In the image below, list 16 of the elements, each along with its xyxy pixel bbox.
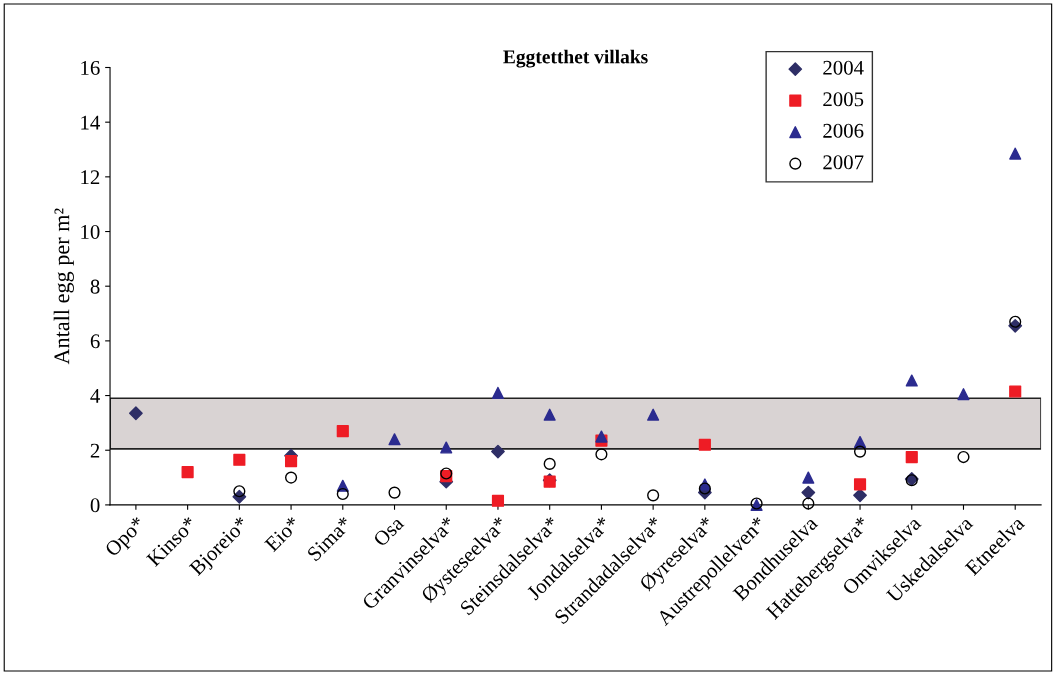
x-tick-label: Eio* [264, 515, 301, 553]
y-tick-label: 14 [81, 115, 100, 130]
y-tick-label: 16 [81, 60, 100, 75]
y-tick-label: 0 [90, 498, 100, 513]
chart-title: Eggtetthet villaks [503, 49, 648, 68]
y-tick-label: 6 [90, 334, 100, 349]
y-tick-label: 10 [81, 224, 100, 239]
legend-label: 2007 [823, 155, 864, 170]
y-tick-label: 2 [90, 443, 100, 458]
legend-label: 2006 [823, 123, 864, 138]
legend-label: 2004 [823, 60, 864, 75]
y-tick-label: 8 [90, 279, 100, 294]
y-axis-title: Antall egg per m² [53, 208, 74, 365]
legend-label: 2005 [823, 92, 864, 107]
y-tick-label: 4 [90, 389, 100, 403]
y-tick-label: 12 [81, 170, 100, 185]
